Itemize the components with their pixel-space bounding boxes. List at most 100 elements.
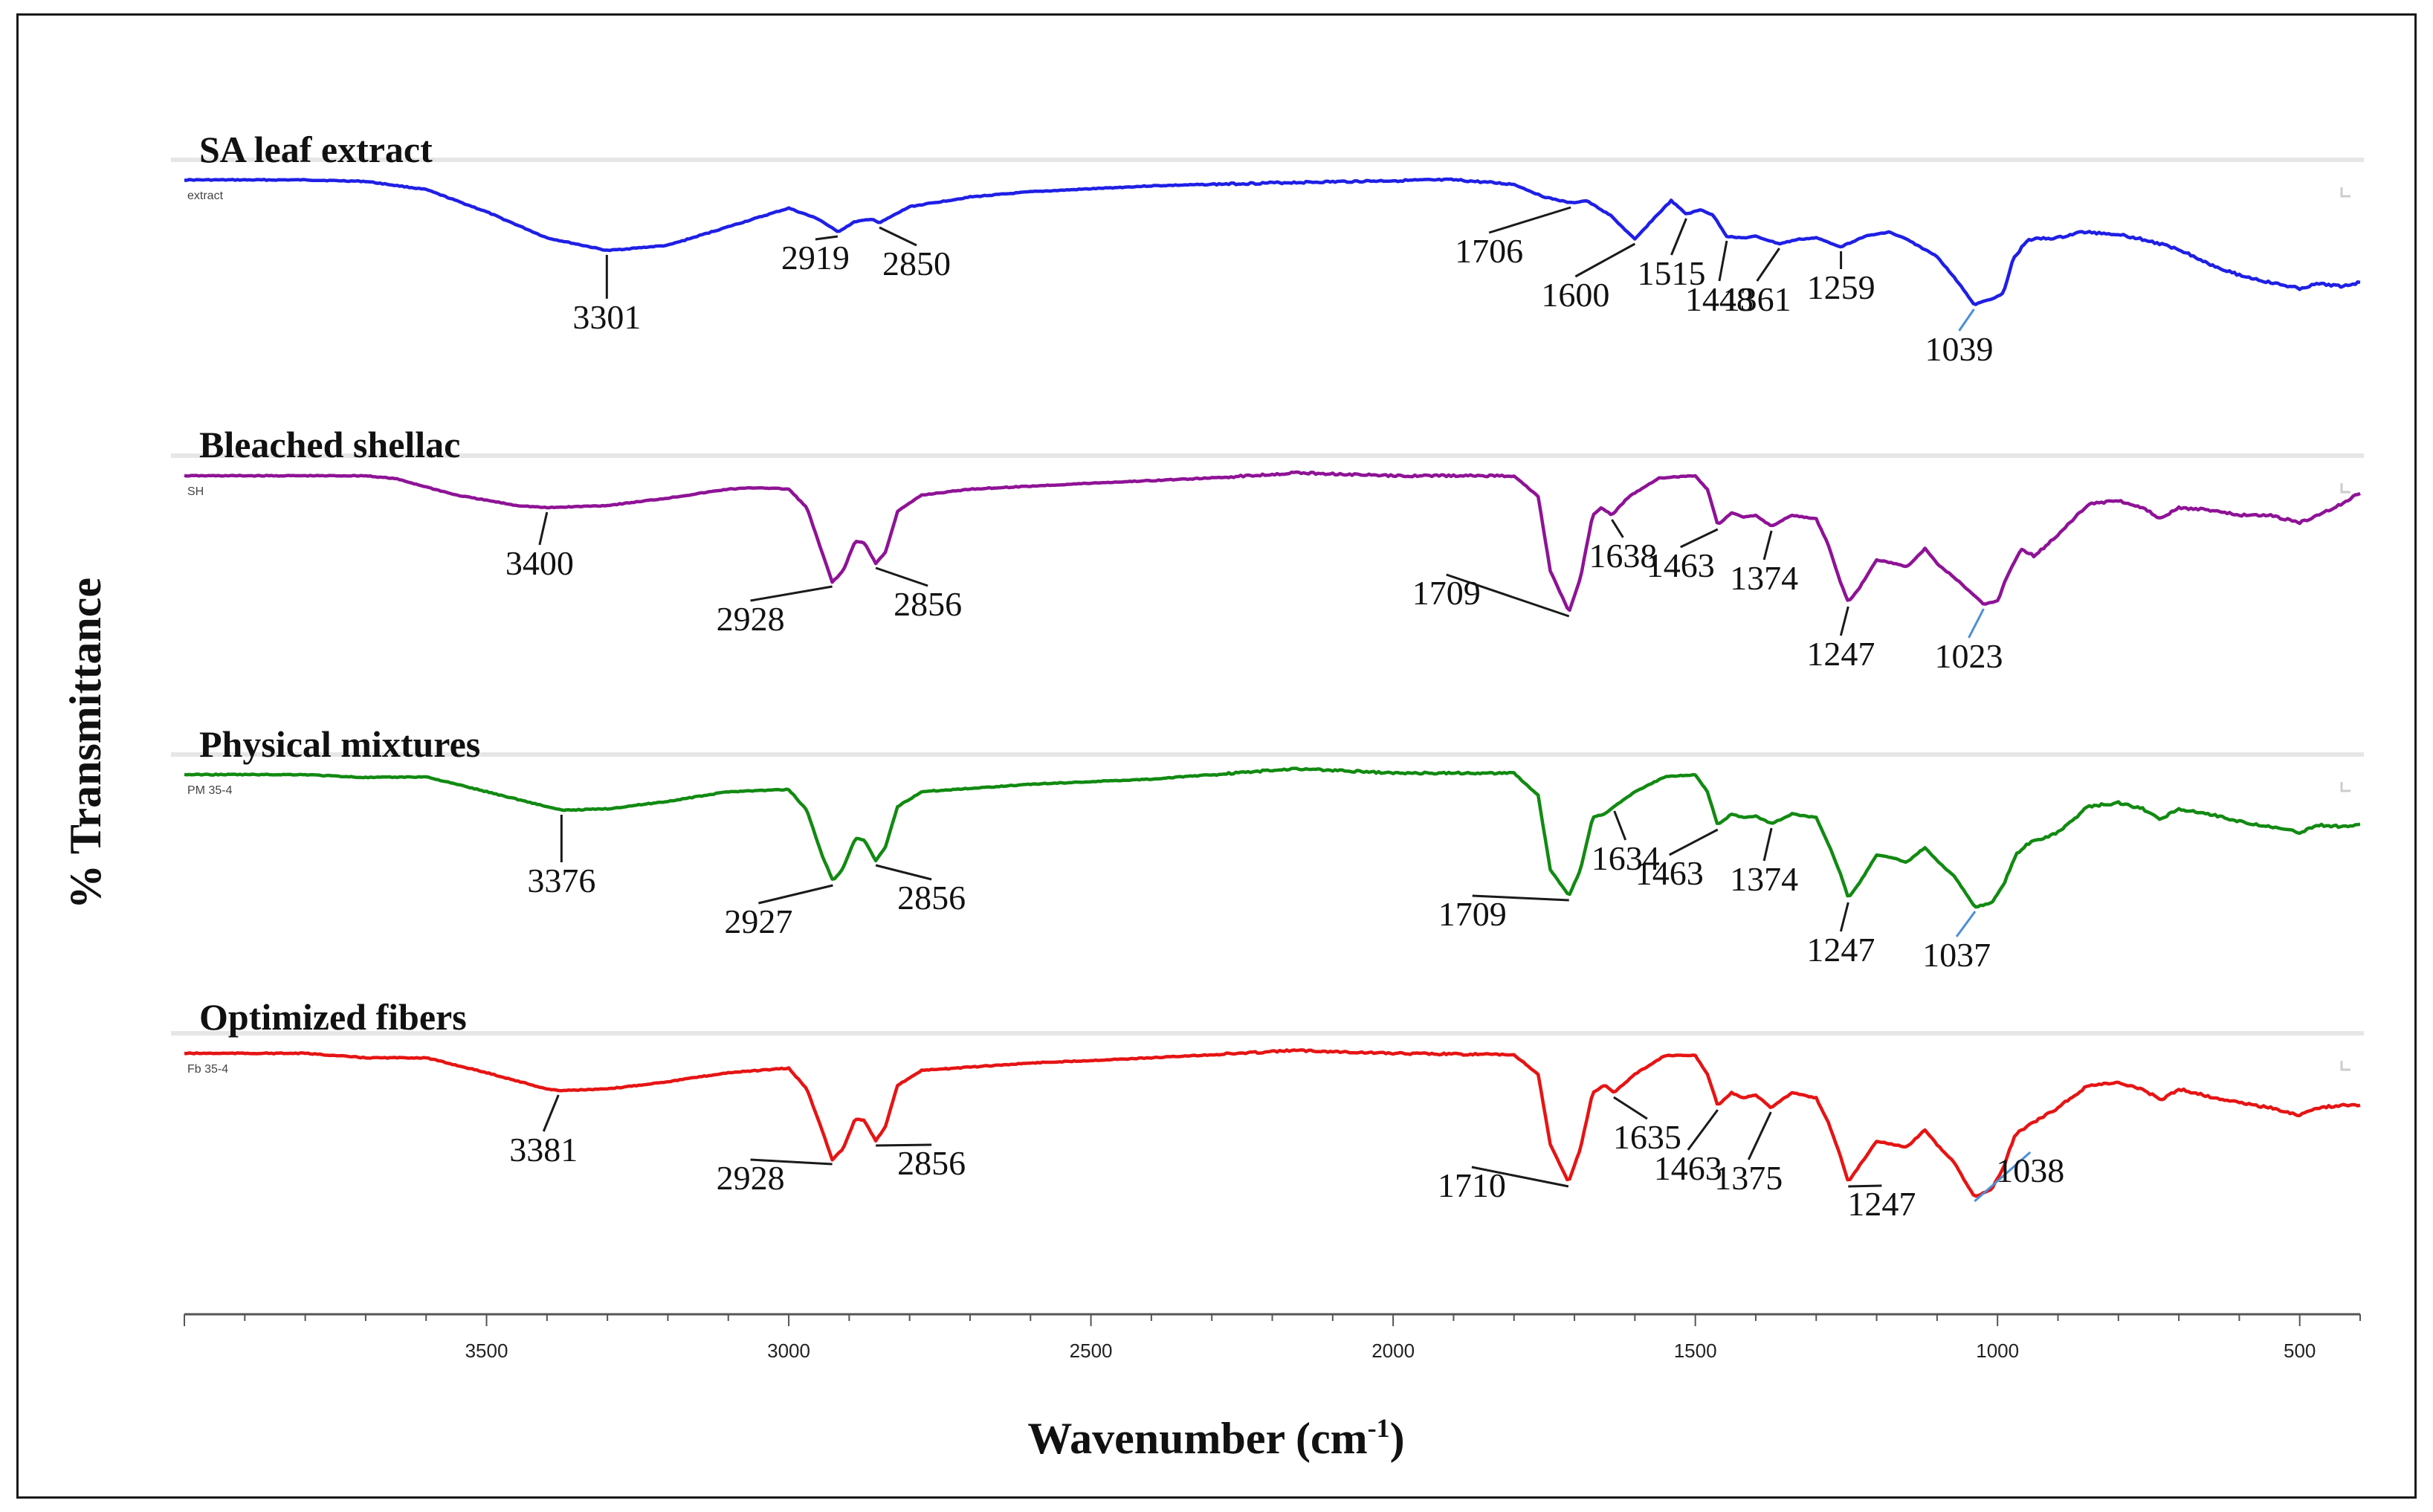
x-axis-title-sup: -1 (1368, 1413, 1390, 1443)
peak-leader-line (1611, 519, 1624, 538)
peak-label: 1375 (1714, 1159, 1783, 1197)
peak-label: 1463 (1647, 546, 1715, 584)
x-tick-label: 1500 (1674, 1340, 1717, 1362)
peak-label: 3381 (509, 1131, 578, 1169)
panel-corner-mark (2340, 483, 2350, 494)
series-file-tag: SH (187, 485, 204, 498)
peak-leader-line (750, 585, 833, 602)
peak-label: 1463 (1654, 1149, 1722, 1187)
spectrum-line (184, 177, 2361, 306)
peak-leader-line (1839, 606, 1849, 636)
peak-label: 1374 (1730, 559, 1798, 597)
x-tick-label: 2500 (1070, 1340, 1113, 1362)
peak-label: 2856 (894, 585, 962, 623)
peak-label: 2928 (717, 1159, 785, 1197)
peak-label: 1374 (1730, 860, 1798, 898)
spectrum-panel-2: Bleached shellac SH 3400 2928 2856 1709 163814… (171, 424, 2364, 675)
peak-label: 1600 (1541, 276, 1609, 314)
peak-leader-line (875, 566, 928, 587)
peak-leader-line (1687, 1109, 1719, 1151)
peak-label: 2856 (897, 1144, 966, 1182)
peak-leader-line (815, 235, 839, 241)
series-title: Bleached shellac (199, 424, 460, 465)
peak-label: 1463 (1635, 854, 1704, 892)
peak-leader-line (879, 226, 917, 247)
peak-leader-line (1680, 528, 1719, 549)
series-title: SA leaf extract (199, 129, 433, 170)
peak-label: 1361 (1723, 280, 1791, 318)
peak-label: 1037 (1922, 936, 1991, 974)
peak-leader-line (1958, 308, 1975, 332)
peak-label: 1515 (1637, 254, 1705, 292)
peak-leader-line (1762, 530, 1773, 560)
peak-label: 3301 (572, 298, 641, 336)
peak-label: 1247 (1806, 635, 1875, 673)
peak-leader-line (542, 1094, 560, 1132)
peak-leader-line (1471, 1166, 1569, 1188)
y-axis-title: % Transmittance (61, 578, 110, 909)
peak-leader-line (1472, 894, 1569, 902)
peak-label: 1247 (1847, 1185, 1916, 1223)
peak-label: 2856 (897, 879, 966, 917)
peak-label: 1634 (1592, 839, 1660, 877)
peak-label: 1635 (1613, 1118, 1681, 1156)
peak-leader-line (1756, 248, 1780, 282)
spectra-panels: SA leaf extract extract 3301 2919 2850 1706 16… (171, 129, 2364, 1223)
x-axis-title: Wavenumber (cm-1) (1027, 1413, 1404, 1463)
peak-label: 1709 (1412, 574, 1481, 612)
spectrum-panel-1: SA leaf extract extract 3301 2919 2850 1706 16… (171, 129, 2364, 368)
series-file-tag: PM 35-4 (187, 784, 233, 797)
peak-label: 2919 (781, 239, 850, 277)
peak-leader-line (1670, 218, 1687, 256)
peak-leader-line (1762, 827, 1773, 862)
peak-label: 1039 (1925, 330, 1993, 368)
series-file-tag: extract (187, 190, 224, 202)
peak-leader-line (1574, 242, 1636, 278)
spectrum-line (184, 766, 2361, 909)
x-tick-label: 500 (2284, 1340, 2316, 1362)
peak-label: 2850 (882, 245, 951, 282)
peak-leader-line (1488, 206, 1571, 234)
x-tick-label: 1000 (1976, 1340, 2019, 1362)
peak-leader-line (1446, 573, 1570, 618)
series-title: Optimized fibers (199, 996, 467, 1038)
peak-label: 1247 (1806, 931, 1875, 969)
peak-label: 3376 (527, 862, 595, 899)
peak-leader-line (876, 1143, 932, 1147)
peak-label: 2927 (724, 902, 792, 940)
panel-corner-mark (2340, 782, 2350, 792)
series-file-tag: Fb 35-4 (187, 1063, 228, 1076)
spectrum-line (184, 1048, 2361, 1198)
peak-label: 2928 (717, 600, 785, 638)
peak-label: 3400 (505, 544, 574, 582)
x-tick-label: 3000 (767, 1340, 810, 1362)
peak-leader-line (1839, 902, 1849, 932)
peak-label: 1709 (1438, 895, 1507, 933)
peak-leader-line (1955, 911, 1977, 937)
peak-leader-line (1613, 1096, 1648, 1120)
peak-leader-line (1718, 240, 1728, 282)
peak-leader-line (1669, 828, 1719, 856)
series-title: Physical mixtures (199, 723, 480, 765)
peak-label: 1038 (1996, 1151, 2064, 1189)
peak-label: 1448 (1685, 280, 1754, 318)
panel-corner-mark (2340, 1061, 2350, 1071)
x-axis-title-close: ) (1390, 1414, 1405, 1463)
peak-leader-line (1974, 1151, 2032, 1203)
panel-corner-mark (2340, 187, 2350, 198)
peak-leader-line (875, 864, 932, 881)
peak-label: 1259 (1807, 268, 1875, 306)
x-axis-title-main: Wavenumber (cm (1027, 1414, 1367, 1463)
peak-leader-line (538, 511, 549, 546)
spectrum-line (184, 470, 2361, 613)
peak-leader-line (1968, 608, 1985, 639)
peak-label: 1023 (1934, 637, 2003, 675)
peak-leader-line (1747, 1111, 1772, 1160)
peak-label: 1706 (1455, 232, 1523, 270)
x-axis: 3500 3000 2500 2000 1500 1000 500 (184, 187, 2361, 1362)
peak-leader-line (1613, 810, 1627, 841)
peak-leader-line (750, 1158, 833, 1166)
spectrum-panel-4: Optimized fibers Fb 35-4 3381 2928 2856 1710 1… (171, 996, 2364, 1223)
peak-leader-line (758, 884, 833, 905)
